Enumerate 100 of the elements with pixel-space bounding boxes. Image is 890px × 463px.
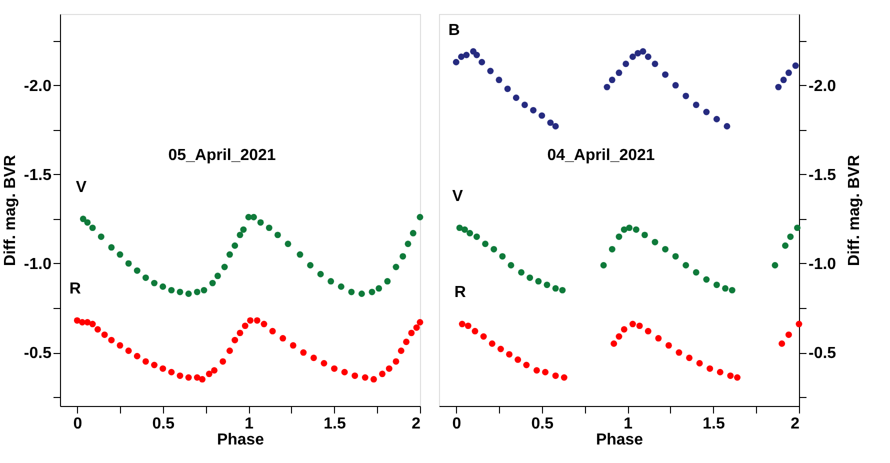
point bbox=[220, 358, 226, 365]
y-tick-label: -1.5 bbox=[808, 166, 836, 184]
point bbox=[686, 354, 693, 362]
point bbox=[794, 224, 801, 232]
point bbox=[328, 278, 334, 285]
point bbox=[410, 230, 416, 236]
point bbox=[552, 372, 559, 379]
point bbox=[626, 224, 633, 232]
x-axis-title: Phase bbox=[216, 432, 264, 448]
point bbox=[307, 262, 314, 268]
point bbox=[260, 320, 268, 328]
point bbox=[266, 224, 272, 232]
point bbox=[552, 285, 559, 292]
point bbox=[464, 322, 472, 330]
point bbox=[728, 286, 736, 294]
x-tick-label: 2 bbox=[412, 416, 421, 432]
point bbox=[290, 342, 296, 349]
point bbox=[487, 68, 494, 74]
point bbox=[300, 349, 307, 356]
point bbox=[497, 346, 504, 352]
point bbox=[456, 224, 463, 232]
x-tick-label: 1 bbox=[244, 416, 254, 432]
series-label: V bbox=[452, 188, 464, 205]
point bbox=[176, 372, 184, 379]
point bbox=[142, 274, 149, 281]
point bbox=[98, 233, 104, 240]
point bbox=[682, 92, 690, 100]
point bbox=[194, 288, 200, 296]
point bbox=[226, 251, 233, 258]
point bbox=[676, 349, 682, 356]
point bbox=[151, 280, 158, 286]
text: 05_April_2021 bbox=[168, 147, 276, 164]
point bbox=[108, 336, 115, 344]
point bbox=[610, 340, 618, 347]
point bbox=[780, 76, 787, 84]
point bbox=[379, 370, 386, 378]
point bbox=[458, 54, 465, 60]
point bbox=[125, 260, 132, 267]
point bbox=[652, 60, 658, 68]
point bbox=[632, 226, 640, 233]
point bbox=[250, 214, 257, 220]
point bbox=[792, 62, 799, 69]
point bbox=[348, 288, 355, 296]
point bbox=[247, 317, 254, 324]
point bbox=[463, 52, 470, 58]
point bbox=[785, 70, 792, 76]
x-axis-title: Phase bbox=[596, 432, 644, 448]
point bbox=[473, 233, 480, 240]
point bbox=[616, 233, 622, 240]
point bbox=[185, 290, 192, 297]
x-tick-label: 0.5 bbox=[531, 416, 554, 432]
point bbox=[662, 246, 669, 252]
point bbox=[370, 376, 377, 383]
point bbox=[242, 322, 248, 330]
point bbox=[386, 365, 392, 372]
point bbox=[490, 246, 498, 252]
point bbox=[734, 374, 741, 381]
point bbox=[416, 214, 424, 220]
series-label: R bbox=[454, 284, 466, 302]
point bbox=[722, 285, 729, 292]
point bbox=[236, 232, 244, 238]
point bbox=[622, 60, 630, 68]
point bbox=[600, 262, 607, 268]
point bbox=[214, 272, 221, 280]
point bbox=[672, 82, 679, 89]
point bbox=[209, 280, 216, 286]
point bbox=[547, 119, 554, 126]
point bbox=[716, 368, 724, 376]
y-tick-label: -2.0 bbox=[808, 78, 836, 95]
point bbox=[706, 365, 714, 372]
y-tick-label: -1.0 bbox=[24, 256, 52, 273]
y-tick-label: -1.5 bbox=[24, 166, 52, 184]
point bbox=[644, 328, 652, 334]
point bbox=[616, 70, 622, 76]
point bbox=[134, 352, 140, 360]
point bbox=[89, 224, 96, 232]
point bbox=[796, 320, 802, 328]
point bbox=[168, 286, 175, 294]
point bbox=[530, 106, 537, 114]
point bbox=[473, 52, 480, 58]
point bbox=[80, 216, 86, 222]
y-axis-title: Diff. mag. BVR bbox=[2, 154, 19, 266]
point bbox=[542, 368, 549, 376]
point bbox=[226, 348, 233, 354]
point bbox=[254, 317, 260, 324]
point bbox=[652, 238, 658, 246]
point bbox=[785, 331, 792, 338]
point bbox=[526, 274, 534, 281]
point bbox=[84, 219, 91, 226]
point bbox=[499, 253, 506, 260]
point bbox=[116, 342, 124, 349]
point bbox=[274, 232, 281, 238]
point bbox=[552, 123, 559, 130]
point bbox=[692, 269, 700, 276]
point bbox=[403, 338, 410, 346]
point bbox=[496, 76, 502, 84]
point bbox=[151, 362, 158, 368]
point bbox=[125, 348, 132, 354]
point bbox=[331, 365, 338, 372]
point bbox=[644, 54, 652, 60]
